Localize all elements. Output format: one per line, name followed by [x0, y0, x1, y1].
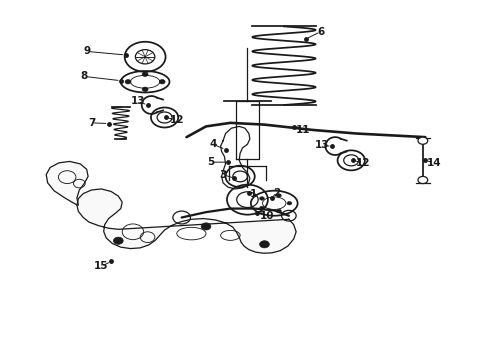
Circle shape	[125, 80, 131, 84]
Text: 10: 10	[260, 211, 274, 221]
Circle shape	[260, 206, 265, 210]
Circle shape	[418, 176, 428, 184]
Text: 12: 12	[170, 115, 184, 125]
Circle shape	[142, 87, 148, 91]
Circle shape	[201, 223, 211, 230]
Circle shape	[142, 72, 148, 76]
Text: 11: 11	[296, 125, 311, 135]
Text: 8: 8	[80, 71, 88, 81]
Circle shape	[114, 237, 123, 244]
Text: 13: 13	[130, 96, 145, 107]
Text: 9: 9	[83, 46, 90, 57]
Circle shape	[276, 209, 281, 213]
Polygon shape	[46, 161, 88, 205]
Text: 2: 2	[273, 188, 280, 198]
Circle shape	[159, 80, 165, 84]
Circle shape	[276, 194, 281, 197]
Circle shape	[260, 241, 270, 248]
Text: 14: 14	[427, 158, 441, 168]
Text: 4: 4	[210, 139, 217, 149]
Text: 13: 13	[315, 140, 329, 150]
Text: 3: 3	[220, 170, 227, 180]
Circle shape	[260, 197, 265, 200]
Text: 15: 15	[94, 261, 108, 271]
Text: 12: 12	[356, 158, 370, 168]
Polygon shape	[77, 189, 296, 253]
Text: 5: 5	[207, 157, 215, 167]
Text: 1: 1	[250, 189, 257, 199]
Text: 6: 6	[317, 27, 324, 37]
Circle shape	[418, 137, 428, 144]
Circle shape	[287, 202, 292, 205]
Text: 7: 7	[88, 118, 95, 128]
